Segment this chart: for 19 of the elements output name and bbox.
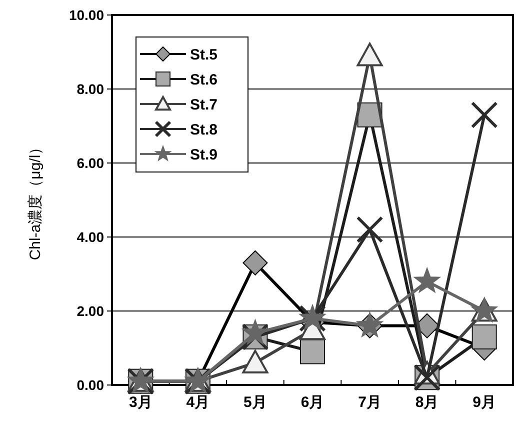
- x-tick-label: 3月: [128, 394, 152, 411]
- y-tick-label: 10.00: [68, 6, 104, 23]
- y-tick-label: 2.00: [76, 302, 104, 319]
- legend-label: St.5: [190, 46, 218, 64]
- x-tick-label: 7月: [358, 394, 382, 411]
- x-tick-label: 9月: [472, 394, 496, 411]
- y-axis-title: Chl-a濃度（μg/l）: [27, 140, 44, 260]
- y-tick-label: 6.00: [76, 154, 104, 171]
- legend-label: St.7: [190, 96, 218, 114]
- legend-label: St.6: [190, 71, 218, 88]
- x-tick-label: 5月: [244, 394, 267, 411]
- legend-label: St.9: [190, 146, 218, 164]
- x-tick-label: 4月: [186, 394, 210, 411]
- legend-label: St.8: [190, 121, 218, 138]
- y-tick-label: 0.00: [76, 376, 104, 393]
- y-tick-label: 8.00: [76, 80, 104, 97]
- x-tick-label: 6月: [300, 394, 324, 411]
- y-tick-label: 4.00: [76, 228, 104, 245]
- x-tick-label: 8月: [415, 394, 439, 411]
